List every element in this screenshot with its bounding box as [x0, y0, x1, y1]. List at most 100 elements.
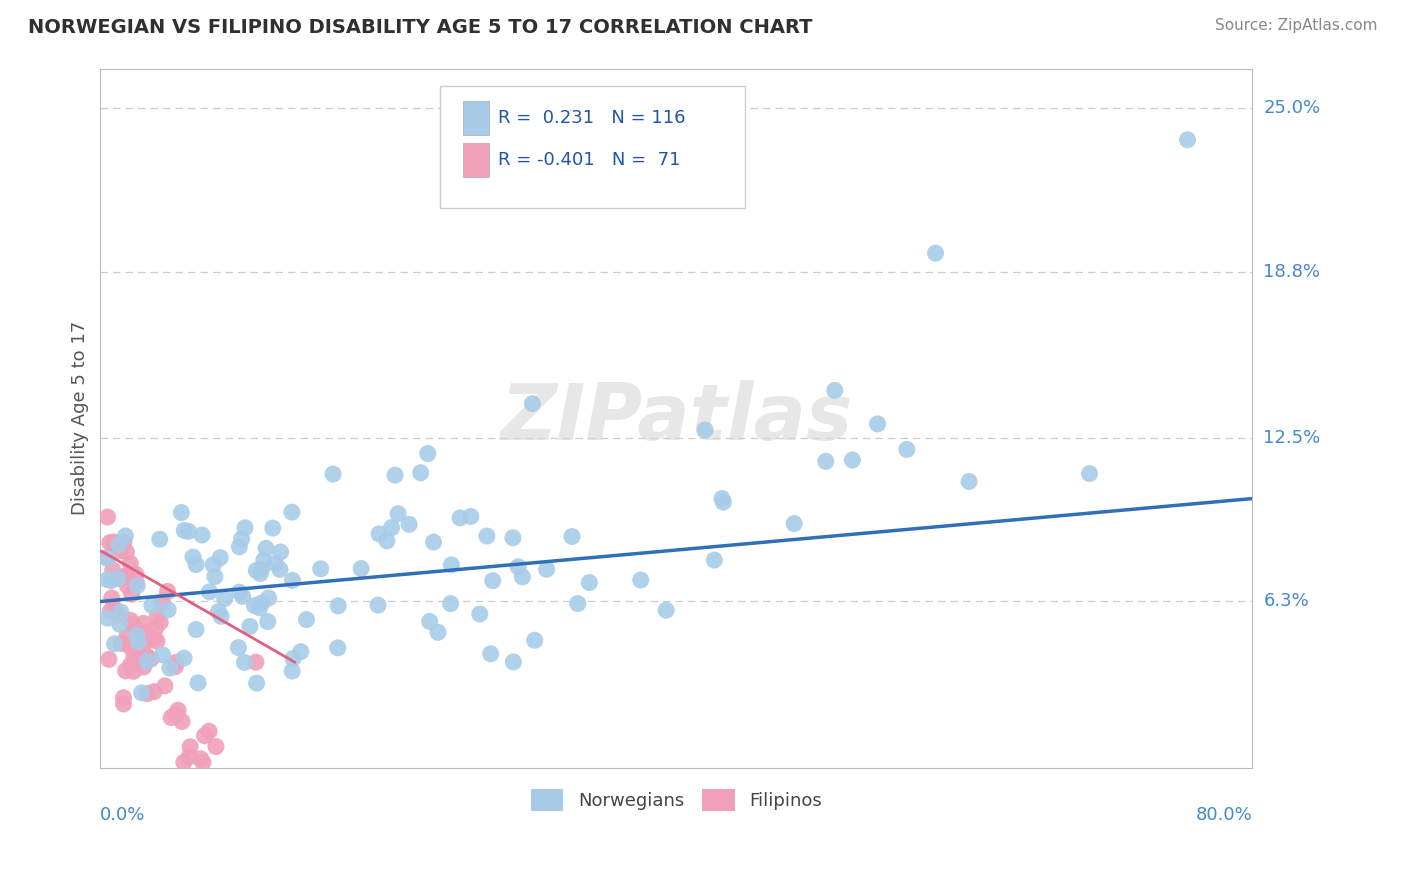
Point — [381, 520, 404, 534]
Point — [328, 599, 350, 613]
Point — [1177, 133, 1199, 147]
Point — [269, 562, 291, 576]
Point — [295, 613, 318, 627]
Point — [112, 535, 135, 549]
Point — [122, 617, 145, 632]
Point — [264, 556, 287, 570]
Point — [100, 574, 122, 588]
Point — [128, 635, 150, 649]
Point — [157, 603, 180, 617]
Point — [107, 572, 129, 586]
Point — [187, 676, 209, 690]
Point — [114, 664, 136, 678]
Text: Source: ZipAtlas.com: Source: ZipAtlas.com — [1215, 18, 1378, 33]
Point — [957, 475, 980, 489]
Point — [711, 495, 734, 509]
Point — [228, 640, 250, 655]
Point — [193, 729, 215, 743]
Point — [190, 752, 212, 766]
Point — [460, 509, 482, 524]
Point — [257, 591, 280, 605]
Point — [367, 598, 389, 612]
Point — [281, 651, 304, 665]
Point — [159, 661, 181, 675]
Point — [231, 532, 253, 546]
Point — [143, 684, 166, 698]
Point — [96, 573, 118, 587]
Point — [108, 571, 131, 585]
Point — [139, 652, 162, 666]
Point — [256, 615, 278, 629]
Point — [387, 507, 409, 521]
Point — [561, 529, 583, 543]
Point — [350, 561, 373, 575]
Point — [384, 468, 406, 483]
Point — [135, 648, 157, 662]
Point — [112, 697, 135, 711]
Point — [422, 535, 444, 549]
Point — [173, 524, 195, 538]
Point — [896, 442, 918, 457]
Point — [120, 640, 142, 654]
Point — [239, 619, 262, 633]
Point — [136, 654, 159, 668]
Point — [115, 545, 138, 559]
Point — [502, 655, 524, 669]
Point — [146, 634, 169, 648]
Point — [419, 615, 441, 629]
Text: NORWEGIAN VS FILIPINO DISABILITY AGE 5 TO 17 CORRELATION CHART: NORWEGIAN VS FILIPINO DISABILITY AGE 5 T… — [28, 18, 813, 37]
Point — [233, 521, 256, 535]
Point — [181, 550, 204, 565]
Point — [128, 647, 150, 661]
FancyBboxPatch shape — [440, 86, 745, 209]
Point — [98, 535, 121, 549]
Point — [249, 600, 271, 615]
Point — [122, 665, 145, 679]
Point — [655, 603, 678, 617]
Y-axis label: Disability Age 5 to 17: Disability Age 5 to 17 — [72, 321, 89, 516]
Point — [179, 739, 201, 754]
Point — [165, 707, 187, 722]
Point — [167, 703, 190, 717]
Point — [481, 574, 503, 588]
Point — [245, 564, 267, 578]
Point — [121, 587, 143, 601]
Point — [198, 585, 221, 599]
Point — [440, 597, 463, 611]
Point — [866, 417, 889, 431]
Text: 6.3%: 6.3% — [1264, 592, 1309, 610]
Point — [100, 591, 122, 605]
Point — [120, 613, 142, 627]
Point — [207, 605, 229, 619]
Point — [508, 559, 530, 574]
Point — [703, 553, 725, 567]
Point — [1078, 467, 1101, 481]
Point — [214, 591, 236, 606]
Point — [281, 574, 304, 588]
Point — [124, 640, 146, 655]
Point — [170, 506, 193, 520]
Point — [184, 558, 207, 572]
Point — [150, 595, 173, 609]
Point — [841, 453, 863, 467]
Point — [209, 609, 232, 624]
Point — [522, 396, 544, 410]
Point — [416, 446, 439, 460]
FancyBboxPatch shape — [463, 144, 488, 177]
Point — [409, 466, 432, 480]
Point — [108, 617, 131, 632]
Text: 80.0%: 80.0% — [1195, 806, 1253, 824]
Point — [170, 714, 193, 729]
Point — [249, 566, 271, 581]
Text: ZIPatlas: ZIPatlas — [501, 380, 852, 456]
Point — [145, 622, 167, 636]
Point — [924, 246, 946, 260]
Point — [177, 524, 200, 539]
Point — [104, 602, 127, 616]
Point — [160, 710, 183, 724]
Point — [128, 634, 150, 648]
Point — [398, 517, 420, 532]
Point — [204, 569, 226, 583]
Point — [309, 562, 332, 576]
Point — [322, 467, 344, 481]
